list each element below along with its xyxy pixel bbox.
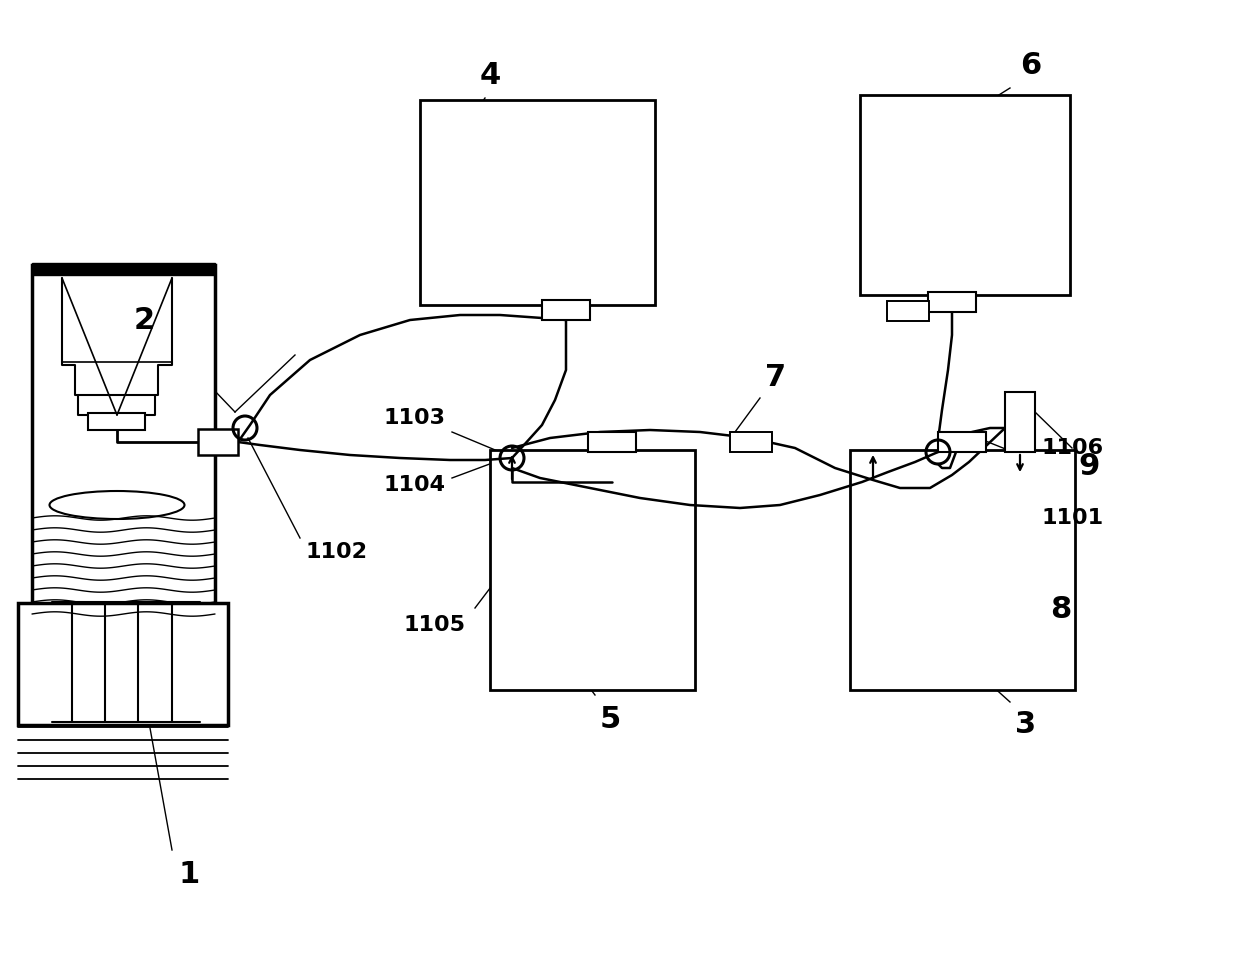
Bar: [542, 300, 590, 320]
Text: 4: 4: [480, 61, 501, 90]
Bar: [420, 100, 655, 305]
Text: 8: 8: [1050, 595, 1071, 624]
Bar: [32, 263, 215, 275]
Bar: [490, 450, 694, 690]
Text: 3: 3: [1016, 710, 1037, 739]
Bar: [198, 429, 238, 455]
Text: 2: 2: [134, 306, 155, 335]
Bar: [730, 432, 773, 452]
Bar: [937, 432, 986, 452]
Bar: [1004, 392, 1035, 452]
Bar: [19, 603, 228, 725]
Bar: [928, 292, 976, 312]
Bar: [588, 432, 636, 452]
Bar: [32, 265, 215, 605]
Bar: [861, 95, 1070, 295]
Text: 7: 7: [765, 363, 786, 392]
Text: 6: 6: [1021, 51, 1042, 80]
Text: 1: 1: [179, 860, 200, 889]
Text: 9: 9: [1078, 452, 1100, 481]
Bar: [88, 413, 145, 430]
Text: 1104: 1104: [383, 475, 445, 495]
Text: 5: 5: [600, 705, 621, 734]
Bar: [849, 450, 1075, 690]
Ellipse shape: [50, 491, 185, 519]
Text: 1106: 1106: [1042, 438, 1104, 458]
Text: 1102: 1102: [305, 542, 367, 562]
Bar: [887, 301, 929, 321]
Text: 1103: 1103: [383, 408, 445, 428]
Text: 1105: 1105: [403, 615, 465, 635]
Text: 1101: 1101: [1042, 508, 1104, 528]
